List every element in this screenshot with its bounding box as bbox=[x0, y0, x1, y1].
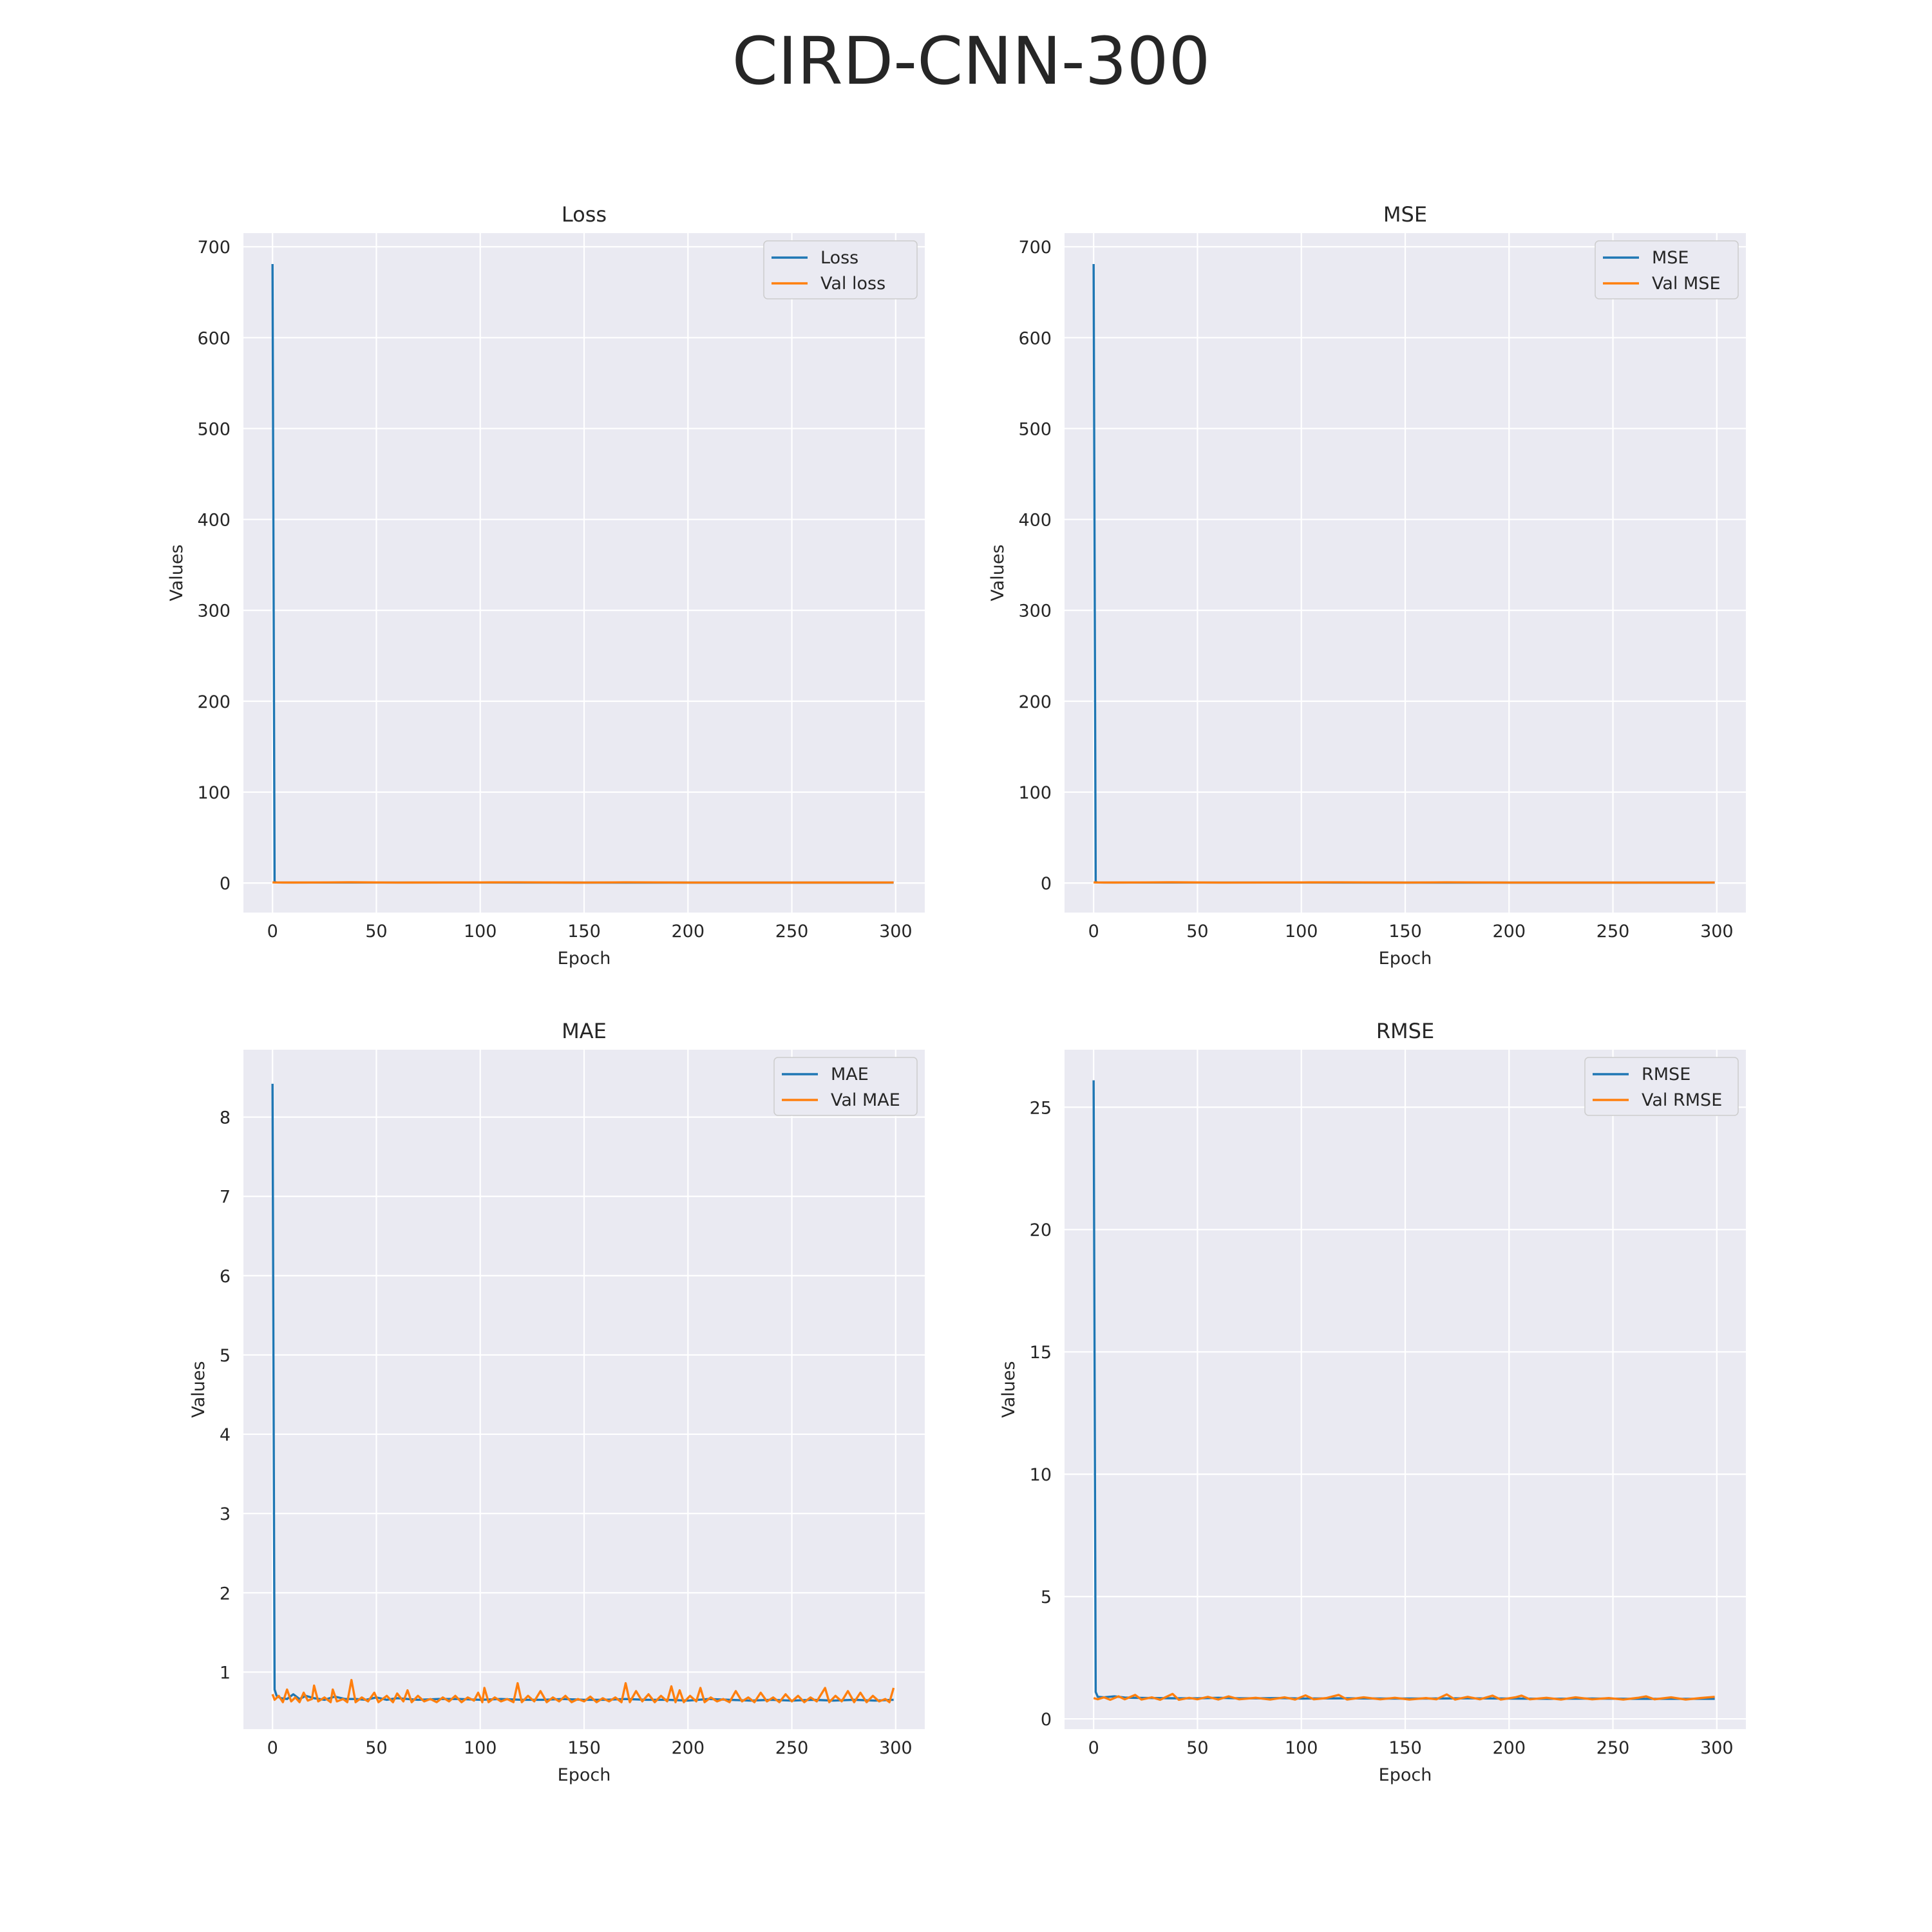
legend-label-rmse: RMSE bbox=[1642, 1065, 1690, 1084]
x-tick-label: 150 bbox=[567, 1738, 601, 1758]
y-tick-label: 600 bbox=[197, 328, 231, 348]
chart-mae-xlabel: Epoch bbox=[558, 1765, 611, 1785]
chart-loss-title: Loss bbox=[562, 202, 607, 227]
y-tick-label: 0 bbox=[1041, 874, 1052, 894]
y-tick-label: 700 bbox=[197, 238, 231, 258]
x-tick-label: 300 bbox=[879, 1738, 913, 1758]
x-tick-label: 200 bbox=[1493, 1738, 1526, 1758]
y-tick-label: 0 bbox=[220, 874, 231, 894]
x-tick-label: 100 bbox=[464, 922, 497, 942]
x-tick-label: 0 bbox=[1088, 922, 1099, 942]
y-tick-label: 3 bbox=[220, 1504, 231, 1524]
legend-label-val-mse: Val MSE bbox=[1652, 274, 1721, 294]
x-tick-label: 200 bbox=[672, 1738, 705, 1758]
y-tick-label: 6 bbox=[220, 1267, 231, 1287]
x-tick-label: 150 bbox=[567, 922, 601, 942]
x-tick-label: 250 bbox=[1596, 922, 1630, 942]
y-tick-label: 5 bbox=[1041, 1587, 1052, 1607]
y-tick-label: 4 bbox=[220, 1425, 231, 1445]
chart-mse-xlabel: Epoch bbox=[1379, 949, 1432, 969]
x-tick-label: 0 bbox=[267, 1738, 278, 1758]
chart-mse-legend: MSE Val MSE bbox=[1595, 240, 1739, 299]
chart-rmse-title: RMSE bbox=[1376, 1019, 1434, 1043]
chart-rmse: 0 50 100 150 200 250 300 0 5 10 15 20 25 RMSE Epoch Val… bbox=[999, 1019, 1746, 1785]
x-tick-label: 300 bbox=[1700, 1738, 1734, 1758]
x-tick-label: 150 bbox=[1388, 1738, 1422, 1758]
chart-mae-ylabel: Values bbox=[189, 1361, 209, 1417]
chart-loss: 0 50 100 150 200 250 300 0 100 200 300 400 500 600 700… bbox=[167, 202, 925, 969]
y-tick-label: 0 bbox=[1041, 1710, 1052, 1730]
y-tick-label: 400 bbox=[197, 511, 231, 531]
y-tick-label: 20 bbox=[1030, 1220, 1052, 1240]
x-tick-label: 50 bbox=[1186, 1738, 1208, 1758]
series-line-val-mae bbox=[271, 1678, 895, 1703]
chart-loss-legend: Loss Val loss bbox=[763, 240, 918, 299]
x-tick-label: 300 bbox=[879, 922, 913, 942]
legend-label-loss: Loss bbox=[820, 248, 858, 268]
y-tick-label: 5 bbox=[220, 1346, 231, 1366]
y-tick-label: 10 bbox=[1030, 1465, 1052, 1485]
y-tick-label: 200 bbox=[1018, 692, 1052, 712]
figure-title: CIRD-CNN-300 bbox=[732, 23, 1211, 100]
y-tick-label: 25 bbox=[1030, 1098, 1052, 1118]
y-tick-label: 500 bbox=[1018, 419, 1052, 439]
chart-loss-ylabel: Values bbox=[167, 544, 187, 601]
legend-label-val-rmse: Val RMSE bbox=[1642, 1090, 1722, 1110]
chart-mse-title: MSE bbox=[1383, 202, 1427, 227]
y-tick-label: 400 bbox=[1018, 511, 1052, 531]
y-tick-label: 700 bbox=[1018, 238, 1052, 258]
chart-mse: 0 50 100 150 200 250 300 0 100 200 300 400 500 600 700… bbox=[988, 202, 1746, 969]
chart-rmse-legend: RMSE Val RMSE bbox=[1584, 1057, 1739, 1116]
y-tick-label: 2 bbox=[220, 1584, 231, 1604]
y-tick-label: 1 bbox=[220, 1663, 231, 1683]
legend-label-val-mae: Val MAE bbox=[831, 1090, 900, 1110]
x-tick-label: 100 bbox=[1285, 1738, 1318, 1758]
y-tick-label: 300 bbox=[1018, 601, 1052, 621]
x-tick-label: 0 bbox=[1088, 1738, 1099, 1758]
chart-mse-ylabel: Values bbox=[988, 544, 1008, 601]
y-tick-label: 300 bbox=[197, 601, 231, 621]
series-line-val-rmse bbox=[1093, 1692, 1715, 1701]
legend-label-mse: MSE bbox=[1652, 248, 1689, 268]
x-tick-label: 300 bbox=[1700, 922, 1734, 942]
x-tick-label: 250 bbox=[775, 922, 809, 942]
legend-label-mae: MAE bbox=[831, 1065, 869, 1084]
chart-rmse-ylabel: Values bbox=[999, 1361, 1019, 1417]
chart-rmse-xlabel: Epoch bbox=[1379, 1765, 1432, 1785]
x-tick-label: 0 bbox=[267, 922, 278, 942]
y-tick-label: 100 bbox=[1018, 783, 1052, 803]
x-tick-label: 200 bbox=[1493, 922, 1526, 942]
y-tick-label: 600 bbox=[1018, 328, 1052, 348]
y-tick-label: 200 bbox=[197, 692, 231, 712]
x-tick-label: 100 bbox=[464, 1738, 497, 1758]
y-tick-label: 7 bbox=[220, 1188, 231, 1208]
y-tick-label: 8 bbox=[220, 1108, 231, 1128]
x-tick-label: 50 bbox=[365, 922, 387, 942]
x-tick-label: 50 bbox=[1186, 922, 1208, 942]
legend-label-val-loss: Val loss bbox=[820, 274, 886, 294]
chart-mae-legend: MAE Val MAE bbox=[773, 1057, 918, 1116]
y-tick-label: 15 bbox=[1030, 1343, 1052, 1363]
y-tick-label: 500 bbox=[197, 419, 231, 439]
x-tick-label: 250 bbox=[775, 1738, 809, 1758]
x-tick-label: 100 bbox=[1285, 922, 1318, 942]
x-tick-label: 50 bbox=[365, 1738, 387, 1758]
y-tick-label: 100 bbox=[197, 783, 231, 803]
x-tick-label: 150 bbox=[1388, 922, 1422, 942]
chart-loss-xlabel: Epoch bbox=[558, 949, 611, 969]
chart-mae: 0 50 100 150 200 250 300 1 2 3 4 5 6 7 8 MAE Epoch Values… bbox=[189, 1019, 925, 1785]
x-tick-label: 200 bbox=[672, 922, 705, 942]
subplots-grid: 0 50 100 150 200 250 3000100200300400500600700… bbox=[167, 202, 1746, 1785]
chart-mae-title: MAE bbox=[562, 1019, 607, 1043]
x-tick-label: 250 bbox=[1596, 1738, 1630, 1758]
